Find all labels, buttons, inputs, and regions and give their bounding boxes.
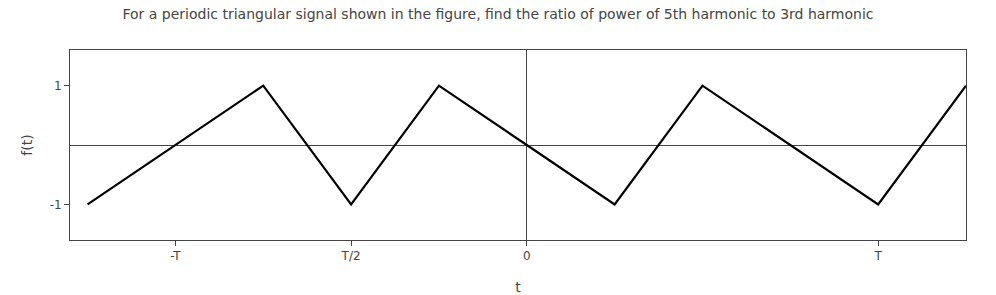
svg-text:T/2: T/2 <box>341 249 361 263</box>
svg-text:f(t): f(t) <box>19 134 35 155</box>
svg-text:0: 0 <box>523 249 531 263</box>
svg-text:For a periodic triangular sign: For a periodic triangular signal shown i… <box>122 6 873 22</box>
svg-text:1: 1 <box>54 79 62 93</box>
svg-text:t: t <box>515 279 521 295</box>
svg-text:T: T <box>873 249 882 263</box>
svg-text:-T: -T <box>170 249 181 263</box>
svg-text:-1: -1 <box>50 198 62 212</box>
